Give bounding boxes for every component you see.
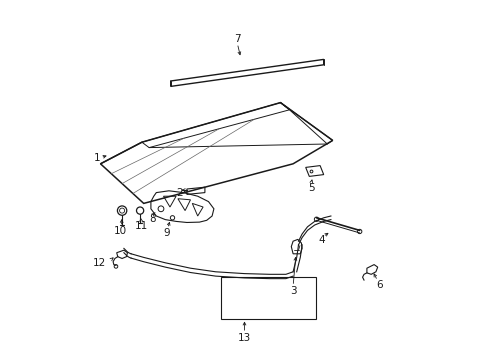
Text: 7: 7 <box>234 33 240 44</box>
Text: 4: 4 <box>318 235 325 245</box>
Text: 5: 5 <box>307 183 314 193</box>
Text: 3: 3 <box>289 286 296 296</box>
Text: 2: 2 <box>176 188 183 198</box>
Text: 11: 11 <box>135 221 148 231</box>
Text: 12: 12 <box>92 258 106 268</box>
Text: 1: 1 <box>93 153 100 163</box>
Text: 10: 10 <box>114 226 126 236</box>
Text: 6: 6 <box>375 280 382 290</box>
Text: 9: 9 <box>163 228 170 238</box>
Text: 13: 13 <box>237 333 251 343</box>
Text: 8: 8 <box>149 213 156 224</box>
